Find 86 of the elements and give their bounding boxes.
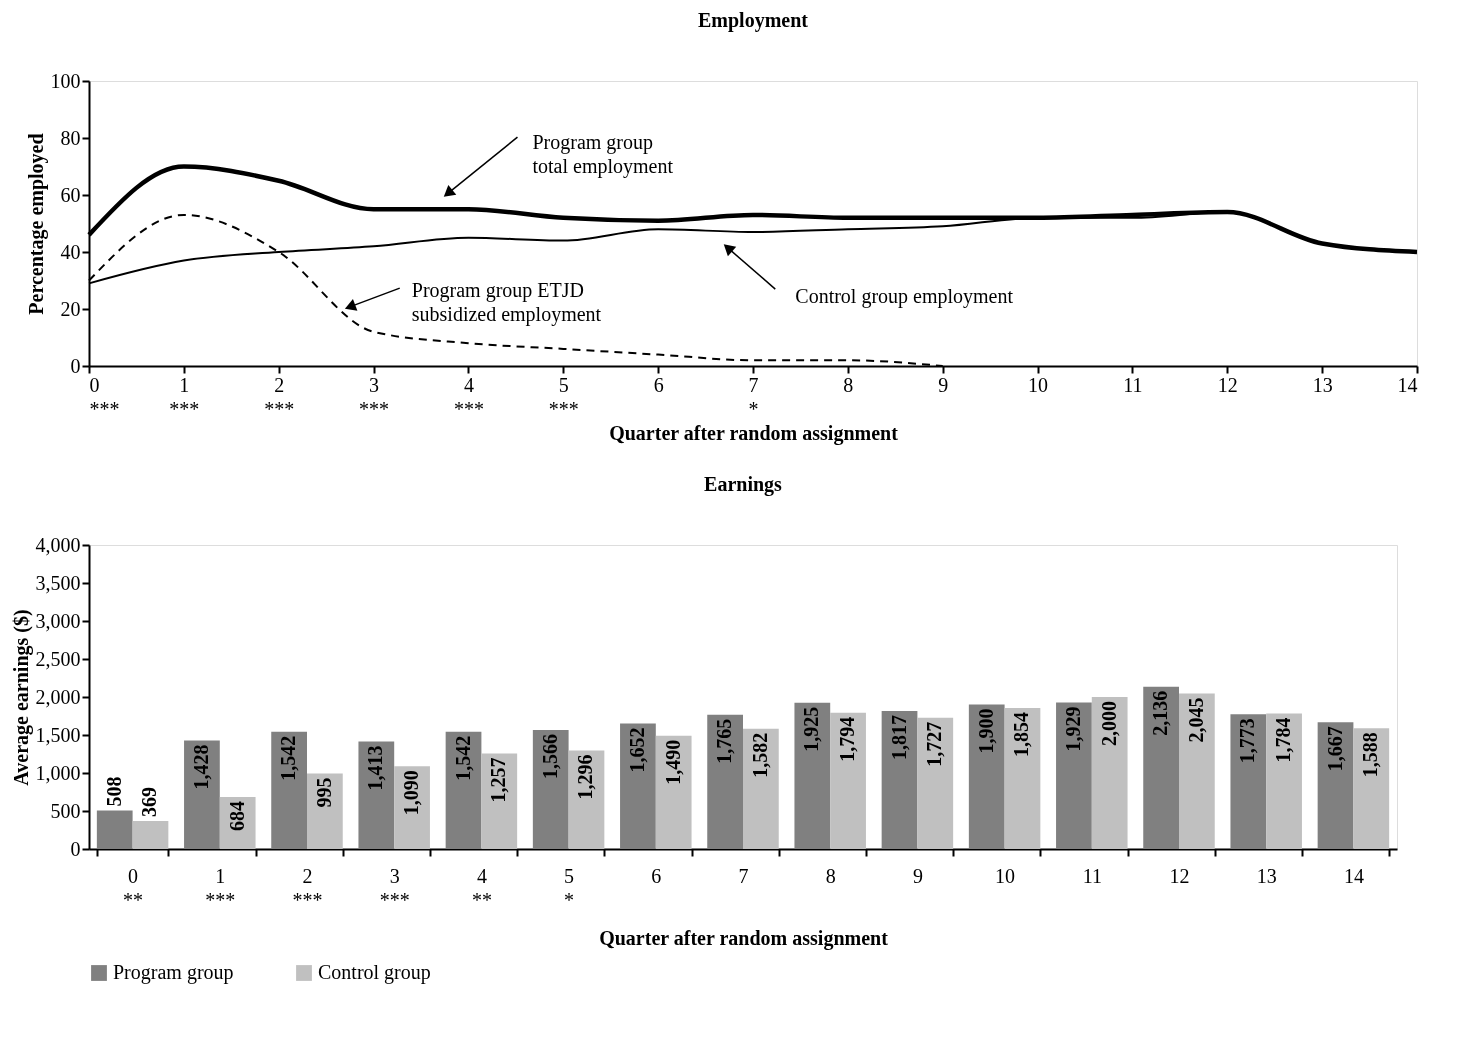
data-label: 1,794	[836, 716, 859, 762]
x-tick-label: 9	[912, 864, 923, 887]
y-tick-label: 60	[60, 183, 81, 206]
x-tick-label: 10	[995, 864, 1016, 887]
x-tick-label: 4 **	[471, 864, 492, 911]
x-tick-label: 1 ***	[169, 373, 200, 420]
data-label: 1,727	[923, 721, 946, 767]
data-label: 1,490	[661, 739, 684, 785]
y-tick-label: 2,000	[35, 685, 81, 708]
x-tick-label: 7	[738, 864, 749, 887]
x-tick-label: 6	[653, 373, 664, 396]
legend-label: Control group	[318, 961, 431, 984]
data-label: 1,765	[713, 718, 736, 764]
y-tick-label: 1,000	[35, 761, 81, 784]
data-label: 1,582	[748, 732, 771, 778]
x-tick-label: 12	[1169, 864, 1190, 887]
x-tick-label: 4 ***	[453, 373, 484, 420]
x-tick-label: 3 ***	[379, 864, 410, 911]
x-tick-label: 10	[1028, 373, 1049, 396]
data-label: 1,413	[364, 745, 387, 791]
x-tick-label: 9	[938, 373, 949, 396]
x-tick-label: 14	[1397, 373, 1418, 396]
annotation: Control group employment	[795, 285, 1014, 309]
data-label: 1,667	[1323, 726, 1346, 772]
data-label: 1,652	[625, 727, 648, 773]
x-axis-title: Quarter after random assignment	[609, 421, 899, 445]
data-label: 1,257	[487, 757, 510, 803]
y-tick-label: 40	[60, 240, 81, 263]
data-label: 508	[102, 776, 125, 807]
y-tick-label: 0	[70, 354, 81, 377]
x-tick-label: 1 ***	[205, 864, 236, 911]
x-tick-label: 5 ***	[548, 373, 579, 420]
x-tick-label: 6	[651, 864, 662, 887]
y-axis-title: Percentage employed	[24, 133, 48, 315]
data-label: 1,854	[1010, 712, 1033, 758]
y-tick-label: 100	[50, 69, 81, 92]
x-tick-label: 3 ***	[359, 373, 390, 420]
y-tick-label: 1,500	[35, 723, 81, 746]
annotation: Program group ETJD subsidized employment	[411, 279, 602, 327]
x-tick-label: 5 *	[564, 864, 575, 911]
data-label: 1,588	[1359, 732, 1382, 778]
y-tick-label: 3,500	[35, 571, 81, 594]
y-tick-label: 2,500	[35, 647, 81, 670]
y-axis-title: Average earnings ($)	[9, 609, 33, 786]
x-tick-label: 11	[1123, 373, 1143, 396]
x-tick-label: 7 *	[748, 373, 759, 420]
x-tick-label: 12	[1217, 373, 1238, 396]
data-label: 1,817	[887, 714, 910, 760]
data-label: 1,542	[277, 735, 300, 781]
data-label: 1,566	[538, 733, 561, 779]
data-label: 1,296	[574, 754, 597, 800]
x-tick-label: 13	[1256, 864, 1277, 887]
x-tick-label: 13	[1312, 373, 1333, 396]
x-tick-label: 11	[1082, 864, 1102, 887]
data-label: 684	[225, 801, 248, 832]
data-label: 1,784	[1272, 717, 1295, 763]
y-tick-label: 3,000	[35, 609, 81, 632]
x-tick-label: 8	[843, 373, 854, 396]
data-label: 1,090	[400, 770, 423, 816]
x-tick-label: 0 **	[123, 864, 144, 911]
x-tick-label: 2 ***	[264, 373, 295, 420]
y-tick-label: 500	[50, 799, 81, 822]
x-tick-label: 14	[1343, 864, 1364, 887]
data-label: 2,000	[1097, 701, 1120, 746]
annotation: Program group total employment	[532, 131, 674, 179]
x-tick-label: 2 ***	[292, 864, 323, 911]
data-label: 1,773	[1236, 718, 1259, 764]
data-label: 1,542	[451, 735, 474, 781]
y-tick-label: 0	[70, 837, 81, 860]
y-tick-label: 4,000	[35, 533, 81, 556]
chart-title: Earnings	[704, 473, 783, 496]
data-label: 1,925	[800, 706, 823, 752]
y-tick-label: 80	[60, 126, 81, 149]
y-tick-label: 20	[60, 297, 81, 320]
data-label: 369	[138, 786, 161, 817]
data-label: 1,428	[189, 744, 212, 790]
x-tick-label: 0 ***	[89, 373, 120, 420]
data-label: 2,045	[1184, 697, 1207, 743]
data-label: 1,900	[974, 708, 997, 754]
x-tick-label: 8	[825, 864, 836, 887]
legend-label: Program group	[113, 961, 234, 984]
data-label: 995	[312, 777, 335, 808]
x-axis-title: Quarter after random assignment	[599, 926, 889, 950]
chart-title: Employment	[698, 9, 809, 32]
data-label: 2,136	[1149, 690, 1172, 736]
data-label: 1,929	[1061, 706, 1084, 752]
